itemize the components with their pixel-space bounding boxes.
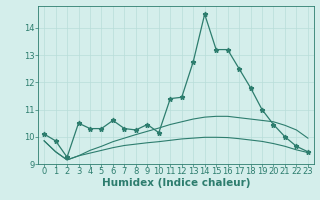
X-axis label: Humidex (Indice chaleur): Humidex (Indice chaleur) [102,178,250,188]
